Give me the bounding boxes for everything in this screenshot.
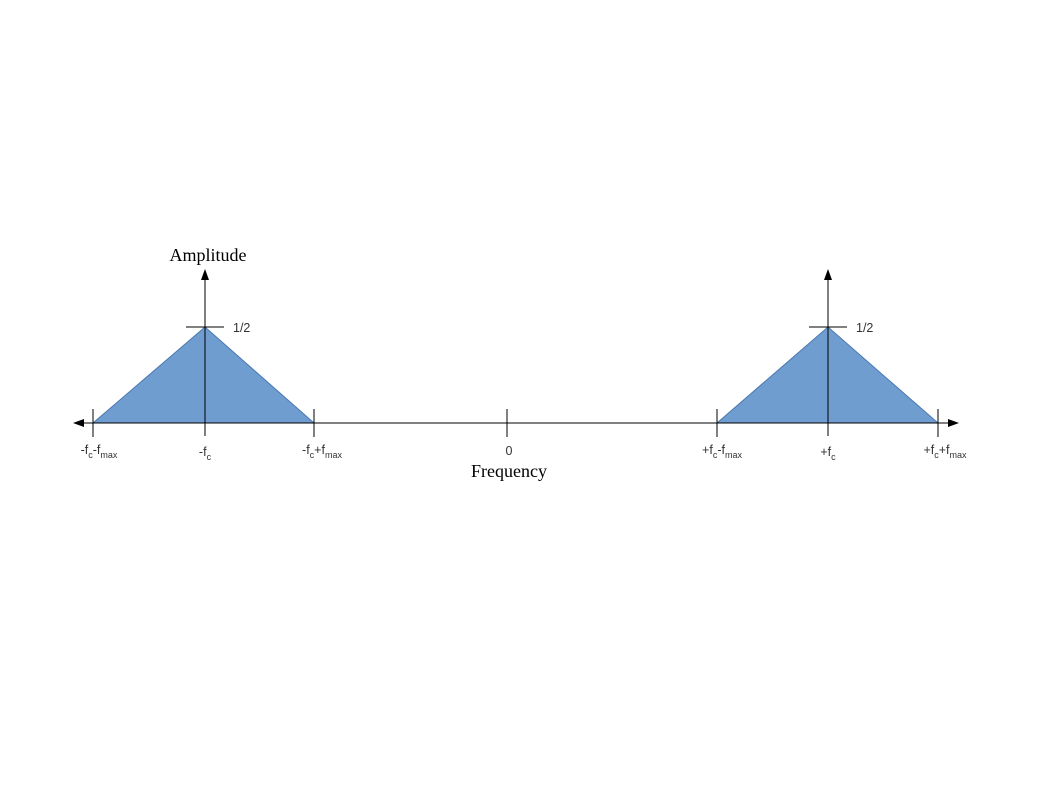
amplitude-axis-positive-arrow (824, 269, 832, 280)
amplitude-axis-label: Amplitude (170, 245, 247, 265)
tick-label-neg-fc-plus-fmax: -fc+fmax (302, 443, 342, 460)
spectrum-triangle-negative (91, 326, 316, 424)
tick-label-neg-fc-minus-fmax: -fc-fmax (81, 443, 118, 460)
tick-label-pos-fc: +fc (820, 445, 836, 462)
tick-label-zero: 0 (506, 444, 513, 458)
peak-label-positive: 1/2 (856, 321, 873, 335)
amplitude-axis-negative-arrow (201, 269, 209, 280)
frequency-axis-left-arrow (73, 419, 84, 427)
tick-label-pos-fc-plus-fmax: +fc+fmax (923, 443, 967, 460)
peak-label-negative: 1/2 (233, 321, 250, 335)
tick-label-pos-fc-minus-fmax: +fc-fmax (702, 443, 742, 460)
frequency-axis-right-arrow (948, 419, 959, 427)
frequency-axis-label: Frequency (471, 461, 547, 481)
tick-label-neg-fc: -fc (199, 445, 212, 462)
